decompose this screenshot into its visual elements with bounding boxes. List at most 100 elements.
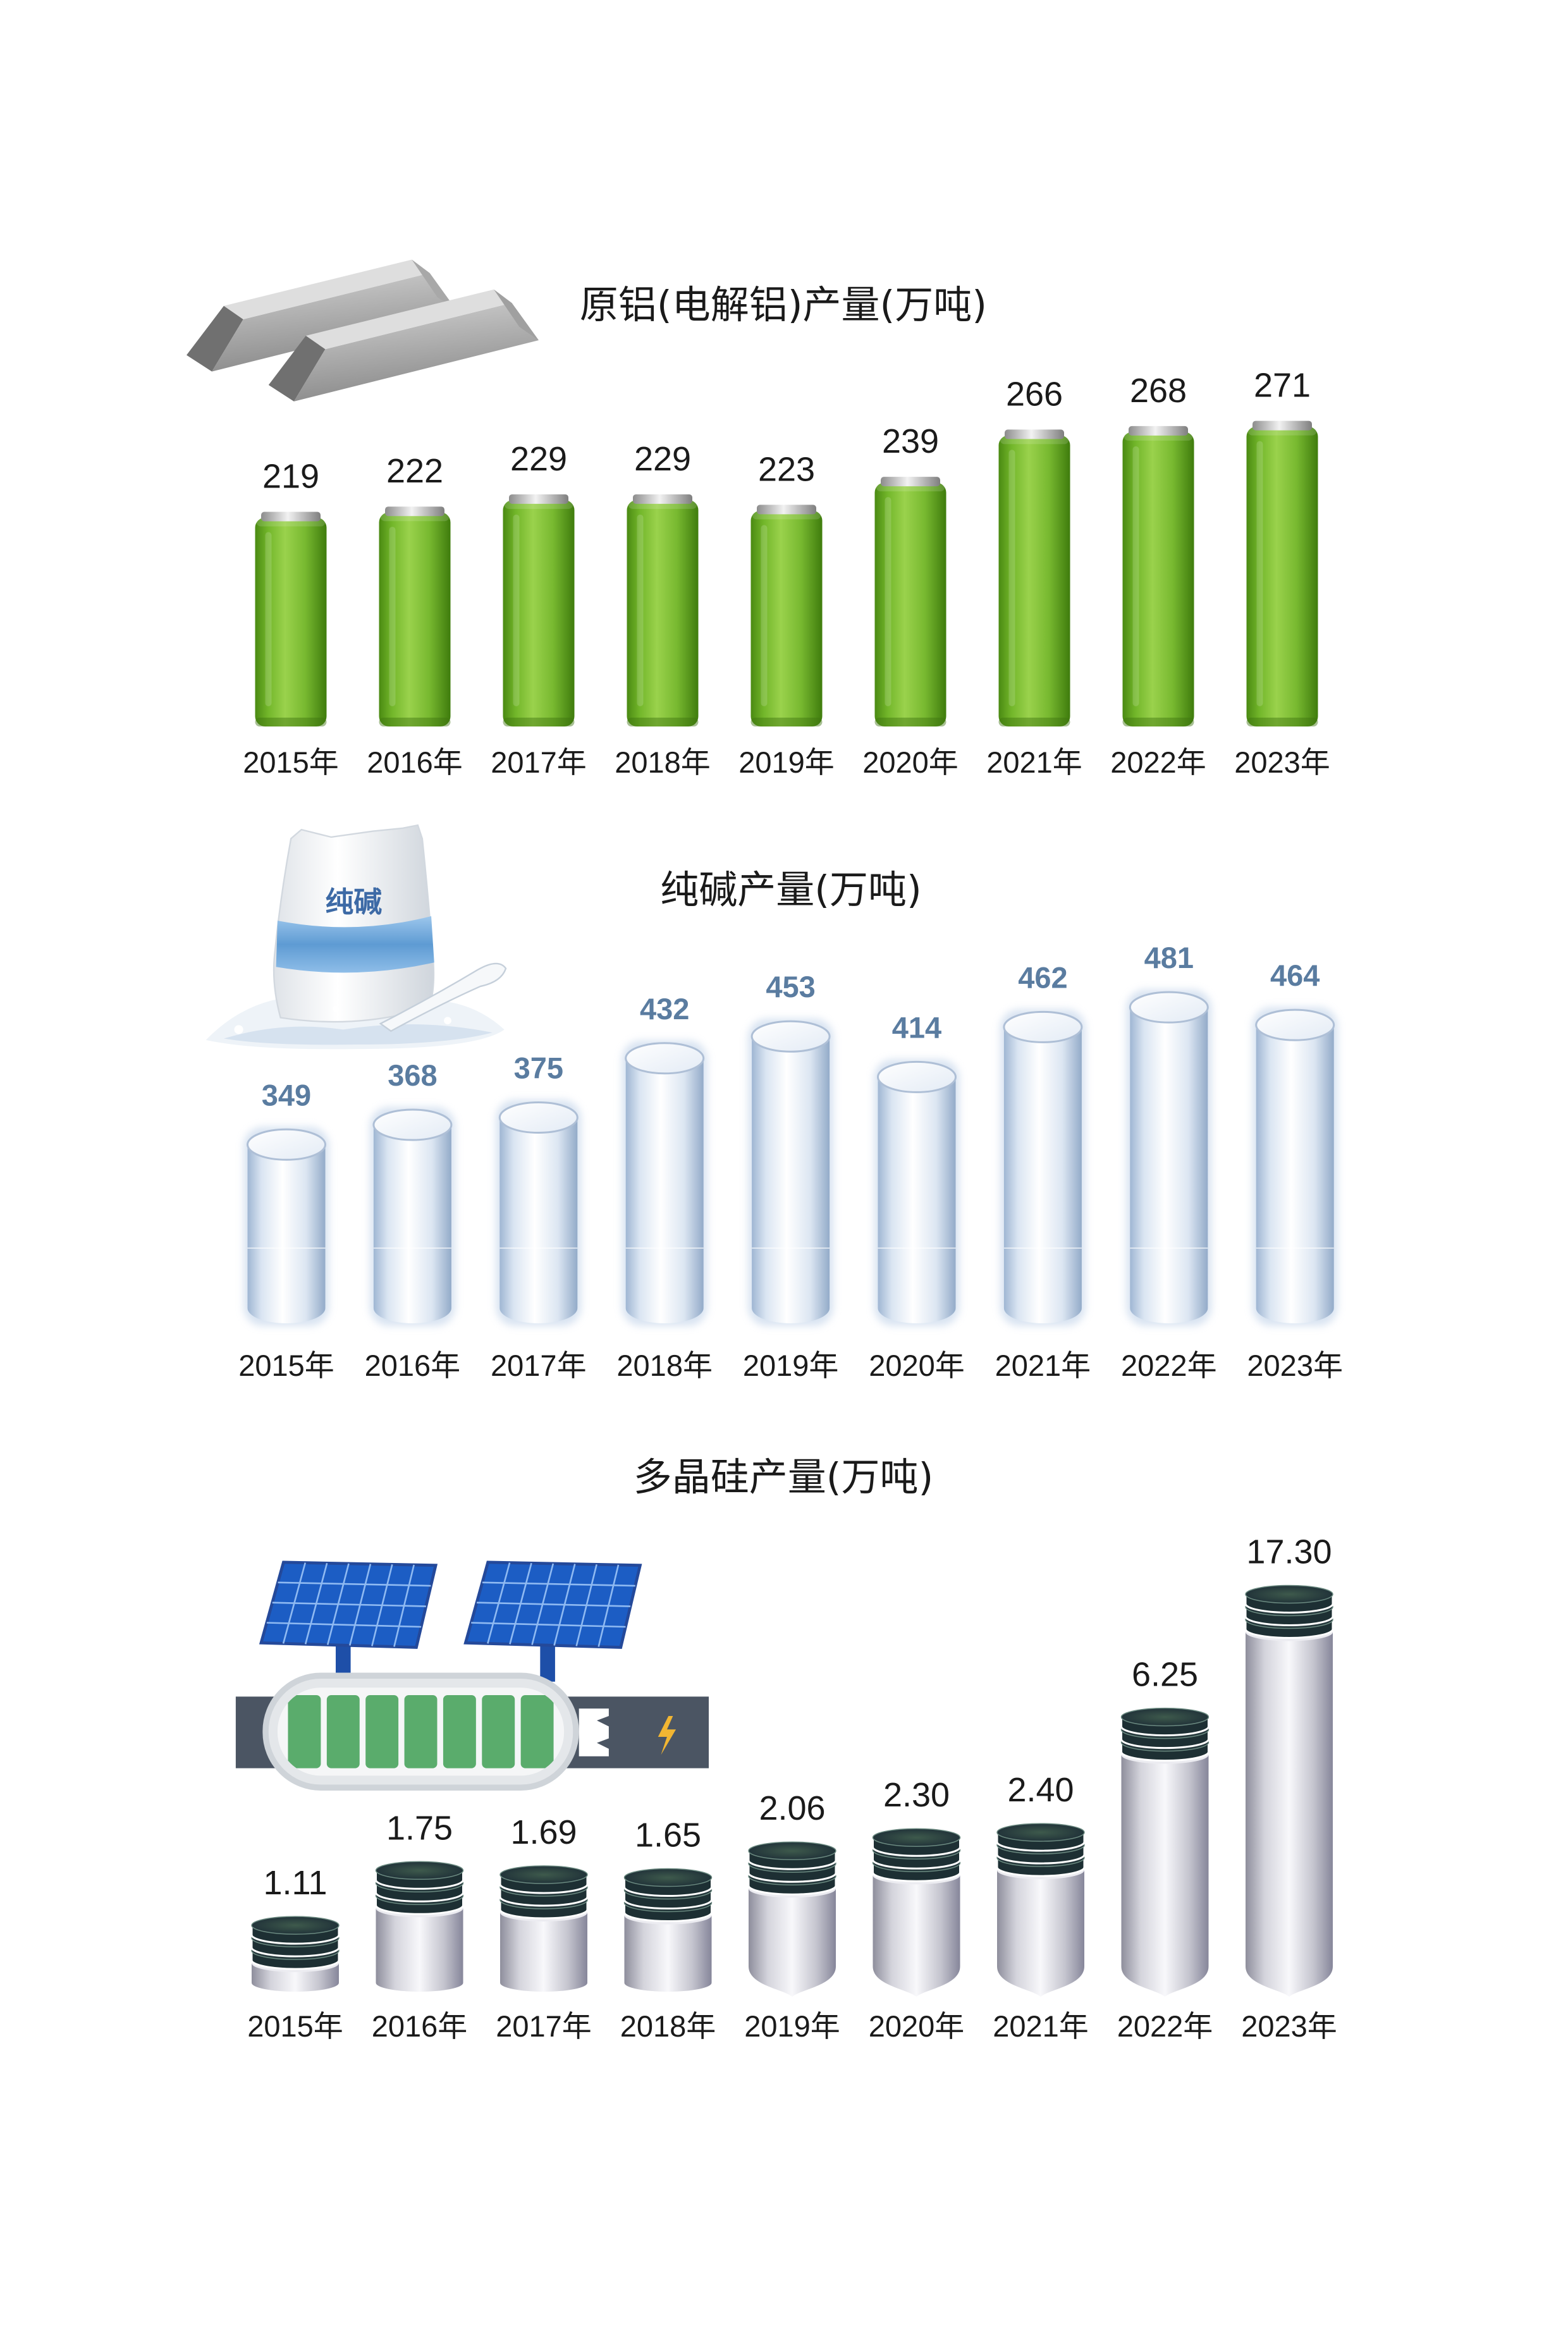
aluminum-year-label-2019: 2019年 (738, 745, 835, 779)
aluminum-value-label-2016: 222 (386, 452, 443, 490)
aluminum-chart-title: 原铝(电解铝)产量(万吨) (580, 283, 987, 328)
soda-ash-year-label-2019: 2019年 (743, 1349, 839, 1382)
polysilicon-year-label-2021: 2021年 (993, 2009, 1089, 2043)
solar-panel-right (463, 1560, 642, 1649)
polysilicon-year-label-2018: 2018年 (620, 2009, 716, 2043)
soda-ash-bar-2022 (1126, 990, 1212, 1326)
polysilicon-bars: 1.11 2015年 1.75 2016年 1.69 2017年 1.65 2018年 2.06… (247, 1533, 1337, 2043)
solar-cell-grid-line (471, 1622, 626, 1628)
soda-ash-value-label-2016: 368 (388, 1058, 437, 1092)
aluminum-value-label-2020: 239 (882, 422, 939, 460)
aluminum-year-label-2016: 2016年 (367, 745, 463, 779)
solar-cell-grid-line (266, 1622, 422, 1628)
aluminum-value-label-2023: 271 (1254, 367, 1311, 405)
battery-cells (288, 1694, 554, 1768)
aluminum-bar-2015 (255, 512, 327, 726)
aluminum-year-label-2021: 2021年 (986, 745, 1082, 779)
polysilicon-bar-2018 (623, 1868, 713, 1992)
soda-ash-year-label-2023: 2023年 (1247, 1349, 1343, 1382)
soda-ash-year-label-2017: 2017年 (491, 1349, 587, 1382)
polysilicon-bar-2019 (747, 1841, 837, 1997)
polysilicon-value-label-2016: 1.75 (386, 1809, 453, 1847)
aluminum-value-label-2022: 268 (1130, 372, 1187, 410)
polysilicon-year-label-2022: 2022年 (1117, 2009, 1213, 2043)
soda-ash-bar-2023 (1252, 1007, 1338, 1326)
aluminum-bar-2023 (1246, 420, 1318, 726)
soda-ash-bar-2017 (496, 1100, 582, 1326)
polysilicon-bar-2015 (250, 1916, 340, 1992)
lightning-icon (658, 1716, 677, 1755)
aluminum-value-label-2015: 219 (262, 458, 319, 496)
polysilicon-value-label-2023: 17.30 (1246, 1533, 1332, 1571)
aluminum-bar-2017 (503, 494, 575, 726)
polysilicon-value-label-2022: 6.25 (1132, 1656, 1198, 1694)
soda-ash-chart: 纯碱 纯碱产量(万吨) 349 2015年 368 2016年 375 2017年 432 2… (205, 824, 1343, 1382)
polysilicon-bar-2023 (1244, 1584, 1334, 1997)
aluminum-chart: 原铝(电解铝)产量(万吨) 219 2015年 222 2016年 229 2017年 22… (187, 259, 1330, 779)
aluminum-year-label-2017: 2017年 (491, 745, 587, 779)
aluminum-value-label-2018: 229 (634, 440, 691, 478)
polysilicon-value-label-2021: 2.40 (1007, 1771, 1074, 1809)
solar-panel-left (259, 1560, 438, 1649)
soda-ash-bars: 349 2015年 368 2016年 375 2017年 432 2018年 453 2019年… (238, 941, 1343, 1382)
soda-ash-value-label-2022: 481 (1144, 941, 1194, 974)
aluminum-bar-2021 (998, 429, 1070, 726)
aluminum-bar-2020 (874, 477, 946, 726)
polysilicon-value-label-2015: 1.11 (263, 1864, 327, 1902)
aluminum-bar-2018 (627, 494, 699, 726)
polysilicon-chart: 多晶硅产量(万吨) 1.11 2015年 1.75 2016年 1.69 2017年 1.6… (235, 1455, 1337, 2043)
soda-ash-year-label-2018: 2018年 (616, 1349, 713, 1382)
aluminum-bar-2022 (1122, 426, 1194, 726)
solar-cell-grid-line (482, 1581, 635, 1587)
solar-cell-grid-line (278, 1581, 431, 1587)
solar-cell-grid-line (272, 1602, 426, 1607)
polysilicon-year-label-2020: 2020年 (869, 2009, 965, 2043)
aluminum-year-label-2020: 2020年 (862, 745, 959, 779)
soda-ash-value-label-2017: 375 (514, 1051, 563, 1085)
soda-ash-bar-2018 (622, 1040, 707, 1326)
aluminum-value-label-2021: 266 (1006, 375, 1063, 413)
soda-ash-value-label-2015: 349 (262, 1078, 311, 1112)
soda-ash-year-label-2021: 2021年 (995, 1349, 1091, 1382)
aluminum-year-label-2023: 2023年 (1234, 745, 1330, 779)
soda-ash-bar-2016 (369, 1107, 455, 1326)
soda-ash-value-label-2023: 464 (1270, 959, 1320, 992)
aluminum-value-label-2019: 223 (758, 450, 815, 488)
soda-ash-bar-2019 (748, 1019, 834, 1326)
soda-ash-value-label-2021: 462 (1018, 960, 1067, 994)
polysilicon-bar-2016 (375, 1861, 464, 1992)
polysilicon-year-label-2019: 2019年 (744, 2009, 840, 2043)
polysilicon-bar-2020 (872, 1828, 961, 1997)
polysilicon-year-label-2023: 2023年 (1241, 2009, 1337, 2043)
soda-ash-bar-2021 (1000, 1009, 1086, 1326)
aluminum-value-label-2017: 229 (510, 440, 567, 478)
aluminum-year-label-2018: 2018年 (615, 745, 711, 779)
aluminum-bars: 219 2015年 222 2016年 229 2017年 229 2018年 223 2019年… (243, 367, 1330, 779)
polysilicon-year-label-2016: 2016年 (372, 2009, 468, 2043)
polysilicon-value-label-2017: 1.69 (510, 1813, 577, 1851)
soda-ash-bag-label: 纯碱 (325, 885, 382, 919)
aluminum-year-label-2022: 2022年 (1110, 745, 1206, 779)
aluminum-year-label-2015: 2015年 (243, 745, 339, 779)
polysilicon-bar-2017 (499, 1865, 589, 1992)
soda-ash-value-label-2018: 432 (640, 992, 689, 1026)
aluminum-bar-2019 (750, 505, 823, 726)
soda-ash-year-label-2015: 2015年 (238, 1349, 334, 1382)
polysilicon-value-label-2018: 1.65 (635, 1817, 701, 1854)
polysilicon-bar-2022 (1120, 1707, 1210, 1997)
polysilicon-year-label-2015: 2015年 (247, 2009, 343, 2043)
soda-ash-value-label-2020: 414 (892, 1010, 941, 1044)
polysilicon-bar-2021 (996, 1823, 1086, 1997)
soda-ash-year-label-2016: 2016年 (365, 1349, 461, 1382)
aluminum-bar-2016 (379, 506, 451, 726)
soda-ash-chart-title: 纯碱产量(万吨) (660, 867, 922, 912)
solar-panel-battery-icon (235, 1560, 709, 1791)
soda-ash-bar-2020 (874, 1059, 960, 1326)
solar-cell-grid-line (476, 1602, 631, 1607)
soda-ash-year-label-2020: 2020年 (869, 1349, 965, 1382)
soda-ash-year-label-2022: 2022年 (1121, 1349, 1217, 1382)
soda-ash-bag-icon: 纯碱 (205, 824, 507, 1050)
polysilicon-year-label-2017: 2017年 (496, 2009, 592, 2043)
polysilicon-chart-title: 多晶硅产量(万吨) (634, 1455, 934, 1500)
